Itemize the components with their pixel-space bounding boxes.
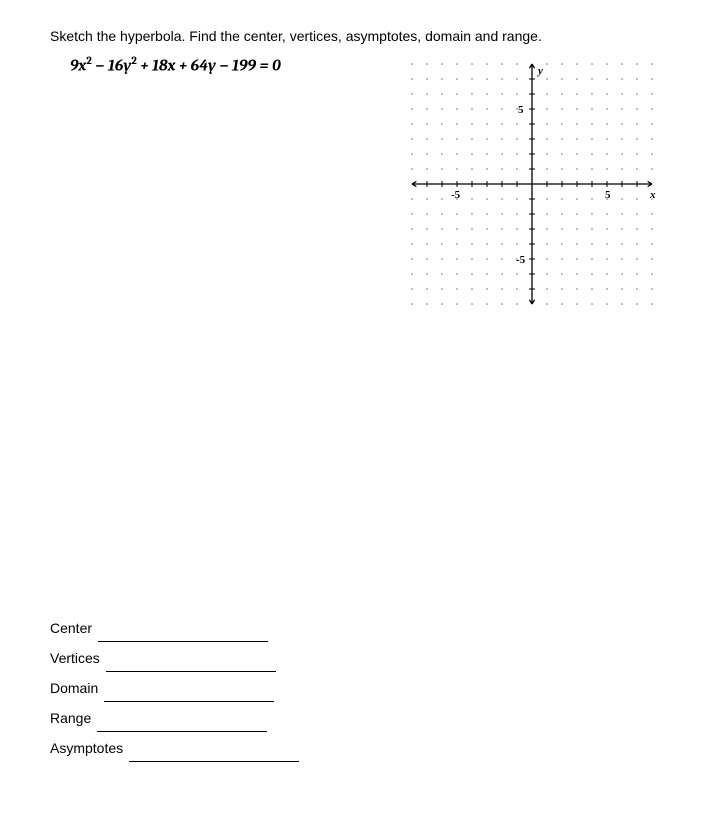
center-row: Center: [50, 614, 652, 642]
svg-text:-5: -5: [516, 254, 526, 266]
domain-row: Domain: [50, 674, 652, 702]
range-row: Range: [50, 704, 652, 732]
svg-text:y: y: [536, 65, 543, 77]
range-label: Range: [50, 704, 91, 732]
svg-text:-5: -5: [451, 189, 461, 201]
domain-input-line[interactable]: [104, 686, 274, 702]
vertices-input-line[interactable]: [106, 656, 276, 672]
answer-block: Center Vertices Domain Range Asymptotes: [50, 614, 652, 762]
svg-text:5: 5: [518, 104, 524, 116]
vertices-row: Vertices: [50, 644, 652, 672]
vertices-label: Vertices: [50, 644, 100, 672]
asymptotes-label: Asymptotes: [50, 734, 123, 762]
center-input-line[interactable]: [98, 626, 268, 642]
asymptotes-row: Asymptotes: [50, 734, 652, 762]
svg-text:x: x: [649, 189, 656, 201]
svg-text:5: 5: [605, 189, 611, 201]
instructions-text: Sketch the hyperbola. Find the center, v…: [50, 28, 652, 44]
equation: 9x2 − 16y2 + 18x + 64y − 199 = 0: [70, 54, 402, 74]
problem-row: 9x2 − 16y2 + 18x + 64y − 199 = 0 5 -5 5 -5 y…: [50, 54, 652, 314]
range-input-line[interactable]: [97, 716, 267, 732]
graph-container: 5 -5 5 -5 y x: [402, 54, 662, 314]
coordinate-grid: 5 -5 5 -5 y x: [402, 54, 662, 314]
center-label: Center: [50, 614, 92, 642]
asymptotes-input-line[interactable]: [129, 746, 299, 762]
domain-label: Domain: [50, 674, 98, 702]
